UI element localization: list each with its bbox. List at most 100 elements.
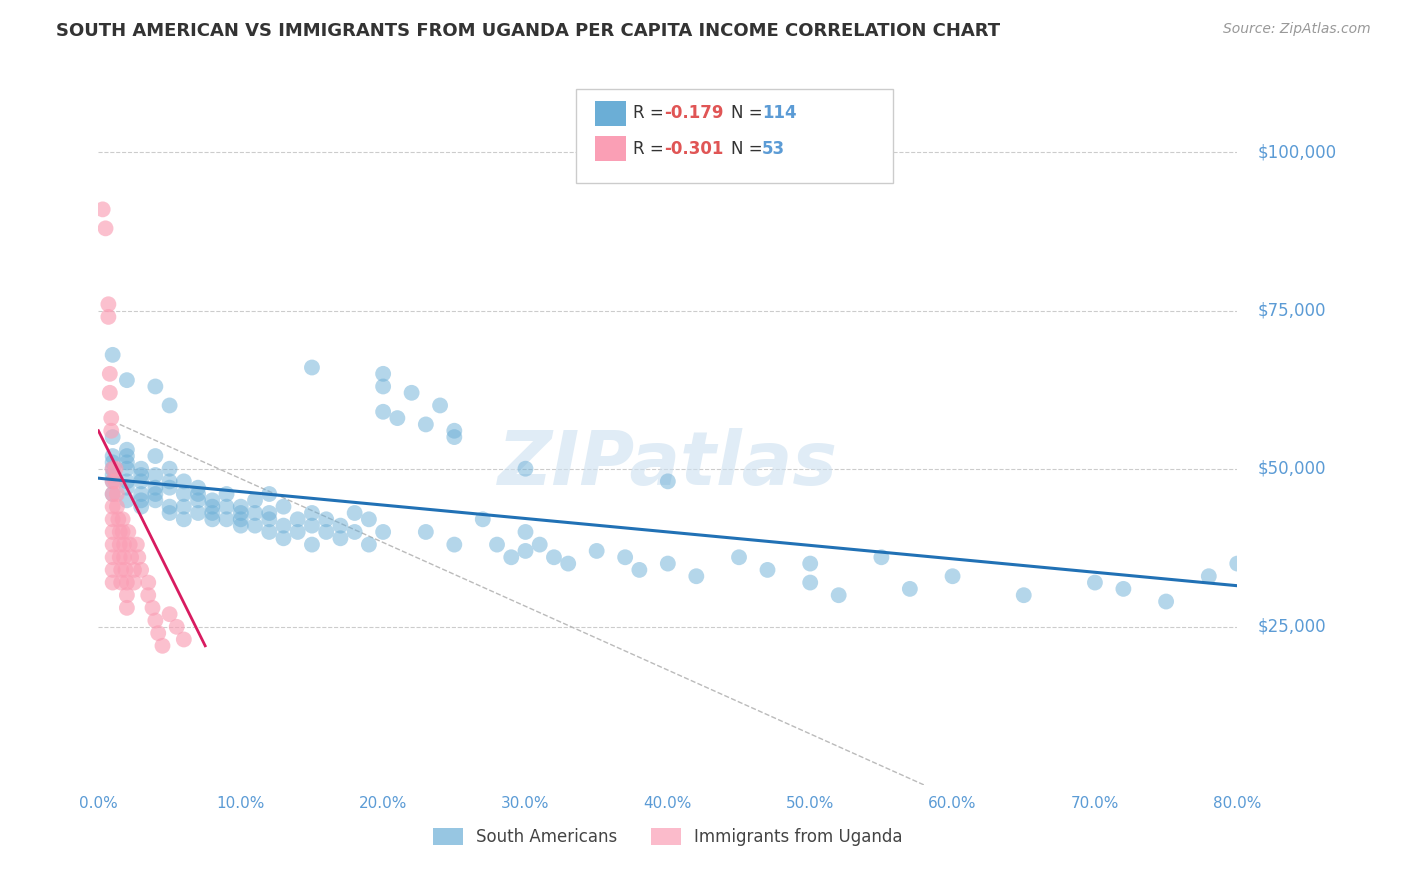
Point <box>415 417 437 432</box>
Point <box>585 544 607 558</box>
Point <box>201 493 224 508</box>
Point <box>229 500 252 514</box>
Text: ZIPatlas: ZIPatlas <box>498 428 838 501</box>
Text: $50,000: $50,000 <box>1258 459 1326 478</box>
Point <box>429 399 451 413</box>
Point <box>657 557 679 571</box>
Point <box>287 524 309 539</box>
Point <box>115 600 138 615</box>
Point <box>942 569 965 583</box>
Point <box>486 538 509 552</box>
Point <box>173 475 195 489</box>
Point <box>105 487 128 501</box>
Point <box>614 550 637 565</box>
Point <box>115 493 138 508</box>
Point <box>373 524 395 539</box>
Point <box>343 506 366 520</box>
Point <box>98 367 121 381</box>
Point <box>129 461 152 475</box>
Point <box>728 550 751 565</box>
Point <box>129 500 152 514</box>
Point <box>273 518 295 533</box>
Point <box>301 518 323 533</box>
Text: -0.179: -0.179 <box>664 104 723 122</box>
Point <box>628 563 651 577</box>
Point <box>148 626 170 640</box>
Point <box>243 493 266 508</box>
Point <box>443 424 465 438</box>
Point <box>115 575 138 590</box>
Point <box>145 614 167 628</box>
Point <box>115 455 138 469</box>
Point <box>373 367 395 381</box>
Point <box>543 550 565 565</box>
Point <box>104 461 127 475</box>
Point <box>101 500 124 514</box>
Point <box>529 538 551 552</box>
Point <box>315 524 337 539</box>
Point <box>1226 557 1249 571</box>
Point <box>115 373 138 387</box>
Point <box>1198 569 1220 583</box>
Point <box>101 538 124 552</box>
Point <box>287 512 309 526</box>
Point <box>201 506 224 520</box>
Point <box>187 481 209 495</box>
Text: SOUTH AMERICAN VS IMMIGRANTS FROM UGANDA PER CAPITA INCOME CORRELATION CHART: SOUTH AMERICAN VS IMMIGRANTS FROM UGANDA… <box>56 22 1000 40</box>
Point <box>315 512 337 526</box>
Point <box>101 455 124 469</box>
Point <box>101 487 124 501</box>
Point <box>152 639 174 653</box>
Point <box>136 575 159 590</box>
Point <box>515 544 537 558</box>
Point <box>259 506 281 520</box>
Point <box>159 481 181 495</box>
Point <box>114 563 136 577</box>
Point <box>111 512 134 526</box>
Point <box>159 500 181 514</box>
Point <box>301 360 323 375</box>
Point <box>91 202 114 217</box>
Point <box>110 575 132 590</box>
Point <box>159 607 181 622</box>
Text: $75,000: $75,000 <box>1258 301 1326 319</box>
Point <box>108 538 131 552</box>
Point <box>108 524 131 539</box>
Point <box>243 506 266 520</box>
Point <box>145 493 167 508</box>
Legend: South Americans, Immigrants from Uganda: South Americans, Immigrants from Uganda <box>426 822 910 853</box>
Point <box>145 487 167 501</box>
Point <box>125 538 148 552</box>
Point <box>111 524 134 539</box>
Text: $25,000: $25,000 <box>1258 618 1326 636</box>
Point <box>112 538 135 552</box>
Point <box>187 487 209 501</box>
Point <box>201 500 224 514</box>
Point <box>259 512 281 526</box>
Text: R =: R = <box>633 104 669 122</box>
Point <box>101 575 124 590</box>
Point <box>343 524 366 539</box>
Point <box>101 348 124 362</box>
Point <box>401 385 423 400</box>
Point <box>273 531 295 545</box>
Point <box>243 518 266 533</box>
Point <box>515 524 537 539</box>
Text: $100,000: $100,000 <box>1258 144 1337 161</box>
Point <box>229 518 252 533</box>
Point <box>756 563 779 577</box>
Point <box>101 449 124 463</box>
Point <box>115 449 138 463</box>
Point <box>357 512 380 526</box>
Point <box>828 588 851 602</box>
Point <box>1154 594 1177 608</box>
Point <box>799 557 821 571</box>
Point <box>898 582 921 596</box>
Text: 114: 114 <box>762 104 797 122</box>
Text: 53: 53 <box>762 140 785 158</box>
Point <box>108 550 131 565</box>
Point <box>229 512 252 526</box>
Point <box>215 487 238 501</box>
Point <box>870 550 893 565</box>
Point <box>118 538 141 552</box>
